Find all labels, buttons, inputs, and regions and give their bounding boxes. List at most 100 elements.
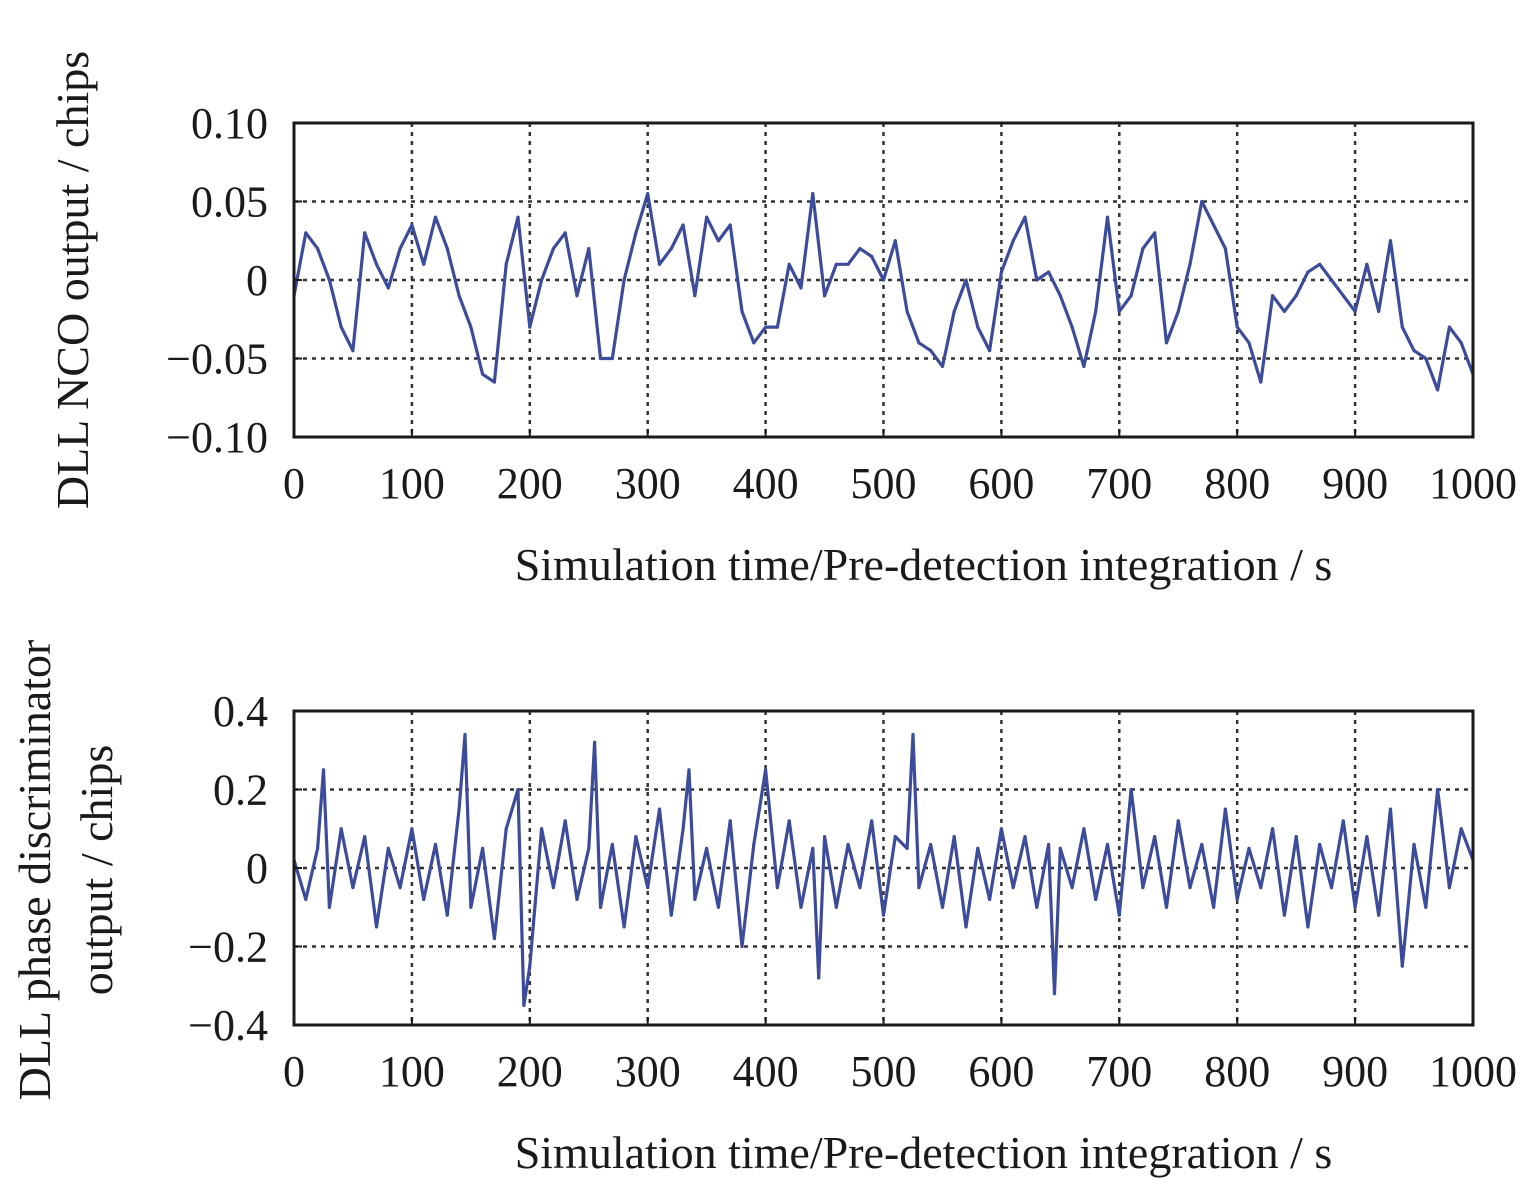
chart-0-data-point-47 [846, 262, 850, 266]
chart-0-data-point-16 [481, 372, 485, 376]
chart-0-data-point-54 [929, 349, 933, 353]
chart-0-data-point-60 [999, 270, 1004, 274]
chart-1-data-point-4 [327, 905, 331, 909]
chart-1-data-point-40 [705, 846, 709, 850]
chart-0-data-point-12 [433, 215, 438, 219]
chart-0-x-axis-title: Simulation time/Pre-detection integratio… [515, 539, 1333, 590]
chart-1-data-point-60 [917, 886, 921, 890]
chart-0-y-tick-label-4: 0.10 [191, 99, 268, 148]
chart-1-data-point-44 [752, 842, 756, 847]
chart-0-data-point-40 [764, 325, 768, 329]
chart-1-x-tick-label-9: 900 [1322, 1047, 1388, 1096]
chart-0-data-point-48 [858, 247, 862, 251]
chart-0-data-point-86 [1306, 270, 1310, 274]
chart-0-data-point-25 [587, 247, 591, 251]
chart-0-data-point-50 [881, 278, 886, 282]
chart-1-data-point-1 [304, 897, 308, 902]
chart-1-x-tick-label-6: 600 [968, 1047, 1034, 1096]
chart-0-data-point-24 [575, 294, 579, 298]
chart-1-data-point-51 [822, 835, 827, 839]
chart-1-data-point-19 [492, 937, 497, 941]
chart-0-data-point-49 [870, 254, 874, 259]
chart-1-y-tick-label-3: 0.2 [213, 766, 268, 815]
chart-1-data-point-43 [740, 944, 744, 949]
chart-0-data-point-84 [1282, 309, 1286, 313]
chart-1-data-point-12 [422, 897, 426, 902]
chart-1-data-point-85 [1200, 842, 1204, 847]
chart-1-data-point-36 [669, 913, 673, 917]
chart-0-data-point-7 [374, 262, 379, 266]
chart-0-data-point-20 [528, 325, 532, 329]
chart-1-x-axis-title: Simulation time/Pre-detection integratio… [515, 1127, 1333, 1178]
chart-1-data-point-99 [1365, 835, 1369, 839]
chart-1-data-point-75 [1082, 827, 1086, 831]
chart-0-data-point-93 [1388, 239, 1393, 243]
chart-0-data-point-21 [539, 278, 544, 282]
chart-1-data-point-7 [363, 835, 367, 839]
chart-1-data-point-90 [1259, 886, 1263, 890]
chart-1-data-point-105 [1436, 787, 1440, 792]
chart-1-data-point-49 [811, 846, 815, 850]
chart-1-y-tick-label-0: −0.4 [188, 1001, 268, 1050]
chart-1-data-point-98 [1353, 905, 1357, 909]
chart-1-x-tick-label-8: 800 [1204, 1047, 1270, 1096]
chart-1-data-point-11 [410, 827, 414, 831]
chart-1-x-tick-label-3: 300 [615, 1047, 681, 1096]
chart-0-data-point-57 [964, 278, 968, 282]
chart-1-data-point-16 [463, 732, 467, 737]
chart-0-data-point-95 [1412, 349, 1416, 353]
chart-1-data-point-33 [634, 835, 638, 839]
chart-1-data-point-54 [858, 886, 862, 890]
chart-1-data-point-94 [1306, 925, 1310, 929]
chart-0-x-tick-label-8: 800 [1204, 459, 1270, 508]
chart-0-data-point-18 [504, 262, 508, 266]
chart-0-data-point-43 [799, 286, 803, 290]
chart-1-y-tick-label-2: 0 [246, 844, 268, 893]
chart-1-x-tick-label-10: 1000 [1429, 1047, 1517, 1096]
chart-0-data-point-41 [775, 325, 779, 329]
chart-1-data-point-31 [610, 842, 614, 847]
chart-0-data-point-71 [1129, 294, 1133, 298]
chart-0-y-tick-label-0: −0.10 [166, 413, 268, 462]
chart-1-data-point-84 [1188, 886, 1192, 890]
chart-0-data-point-29 [634, 231, 638, 235]
chart-0-data-point-39 [752, 341, 756, 345]
chart-0-data-point-66 [1070, 325, 1074, 329]
chart-1-data-point-42 [728, 819, 732, 823]
chart-0-y-tick-label-1: −0.05 [166, 335, 268, 384]
chart-0-data-point-32 [669, 247, 673, 251]
chart-0-x-tick-label-5: 500 [851, 459, 917, 508]
chart-1-data-point-17 [469, 905, 473, 909]
chart-1-data-point-55 [870, 819, 874, 823]
nco-output-chart: 0 100 200 300 400 500 600 700 800 900 1000 −0.10 −0.… [47, 51, 1517, 590]
chart-1-data-point-20 [504, 827, 508, 831]
chart-0-data-point-77 [1200, 199, 1204, 204]
chart-0-data-point-81 [1247, 341, 1251, 345]
chart-0-data-point-73 [1153, 231, 1157, 235]
chart-1-data-point-2 [315, 846, 320, 850]
chart-1-data-point-77 [1105, 842, 1110, 847]
chart-1-data-point-18 [481, 846, 485, 850]
chart-1-data-point-62 [940, 905, 945, 909]
chart-0-data-point-46 [834, 262, 838, 266]
chart-0-data-point-9 [398, 247, 402, 251]
chart-1-data-point-82 [1164, 905, 1169, 909]
chart-0-data-point-53 [917, 341, 921, 345]
chart-1-x-tick-label-2: 200 [497, 1047, 563, 1096]
chart-1-data-point-46 [775, 886, 779, 890]
chart-0-data-point-8 [386, 286, 390, 290]
chart-1-data-point-81 [1153, 835, 1157, 839]
chart-1-data-point-86 [1212, 905, 1216, 909]
chart-1-data-point-10 [398, 886, 402, 890]
chart-1-data-point-71 [1046, 842, 1051, 847]
chart-0-data-point-4 [339, 325, 343, 329]
chart-0-data-point-85 [1294, 294, 1298, 298]
chart-0-data-point-98 [1447, 325, 1452, 329]
chart-0-data-point-45 [822, 294, 827, 298]
chart-1-y-axis-title-line-0: DLL phase discriminator [9, 640, 60, 1101]
chart-0-data-point-14 [457, 294, 461, 298]
chart-1-data-point-61 [929, 842, 933, 847]
chart-0-data-point-64 [1046, 270, 1051, 274]
chart-0-data-point-78 [1212, 223, 1216, 227]
